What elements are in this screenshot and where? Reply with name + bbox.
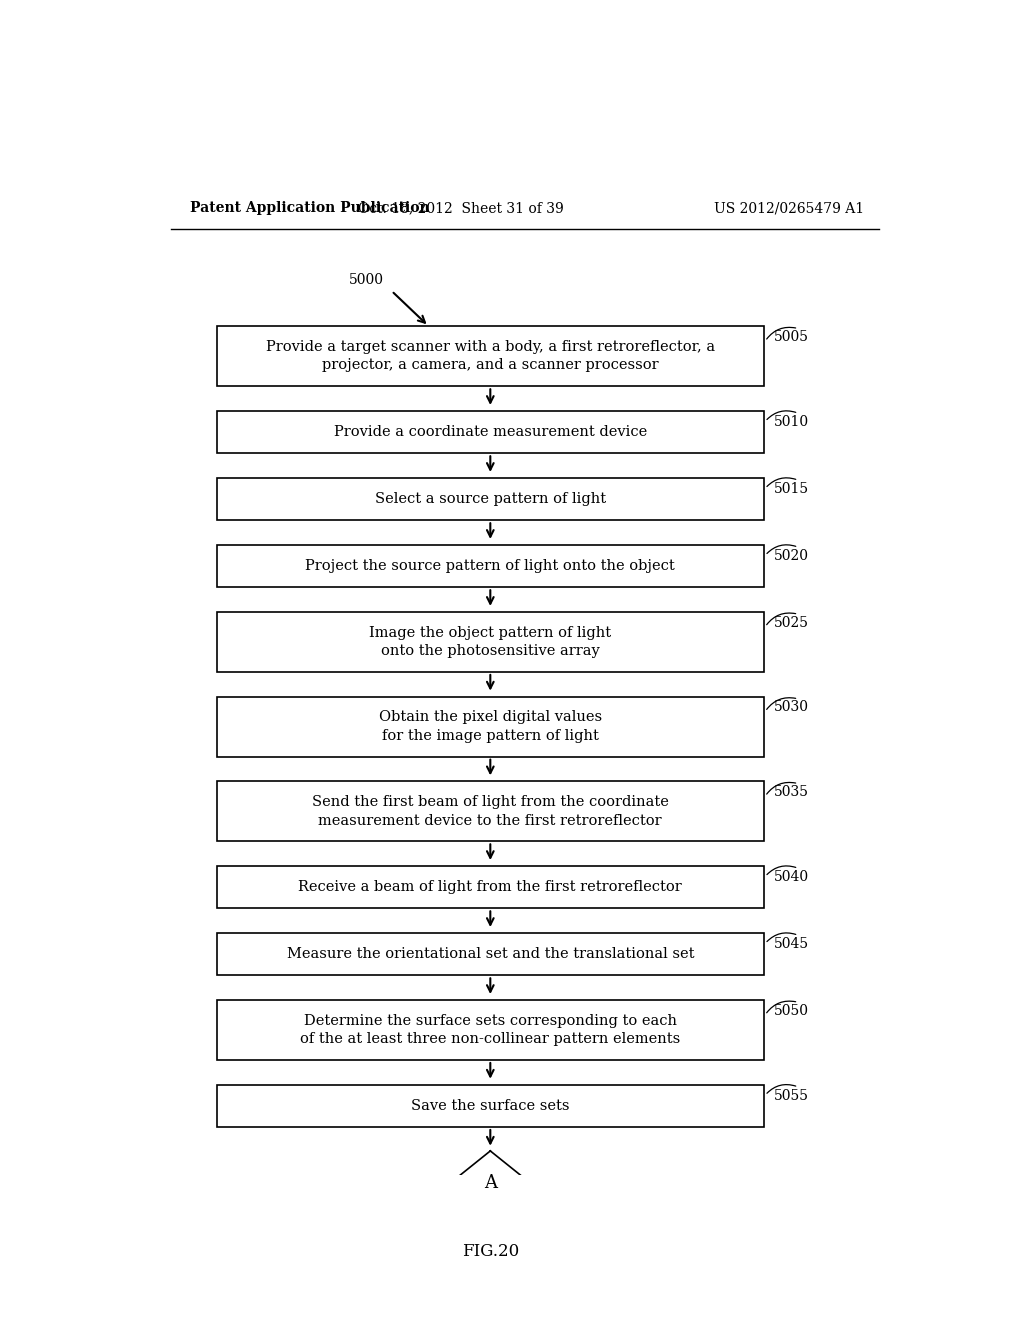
Text: 5015: 5015 — [774, 482, 810, 496]
Text: 5000: 5000 — [349, 273, 384, 286]
Text: 5010: 5010 — [774, 414, 810, 429]
Text: Provide a coordinate measurement device: Provide a coordinate measurement device — [334, 425, 647, 440]
Text: 5030: 5030 — [774, 701, 809, 714]
Bar — [217, 1085, 764, 1127]
Text: Obtain the pixel digital values
for the image pattern of light: Obtain the pixel digital values for the … — [379, 710, 602, 743]
Text: A: A — [483, 1175, 497, 1192]
Bar — [217, 545, 764, 587]
Text: Measure the orientational set and the translational set: Measure the orientational set and the tr… — [287, 948, 694, 961]
Text: Oct. 18, 2012  Sheet 31 of 39: Oct. 18, 2012 Sheet 31 of 39 — [358, 202, 564, 215]
Text: Send the first beam of light from the coordinate
measurement device to the first: Send the first beam of light from the co… — [312, 795, 669, 828]
Text: Image the object pattern of light
onto the photosensitive array: Image the object pattern of light onto t… — [370, 626, 611, 659]
Bar — [217, 781, 764, 841]
Text: 5045: 5045 — [774, 937, 810, 950]
Polygon shape — [450, 1151, 530, 1216]
Text: Provide a target scanner with a body, a first retroreflector, a
projector, a cam: Provide a target scanner with a body, a … — [266, 341, 715, 372]
Text: 5035: 5035 — [774, 785, 809, 799]
Bar — [217, 612, 764, 672]
Bar — [217, 866, 764, 908]
Bar — [217, 411, 764, 453]
Bar — [217, 478, 764, 520]
Text: Determine the surface sets corresponding to each
of the at least three non-colli: Determine the surface sets corresponding… — [300, 1014, 680, 1047]
Text: Project the source pattern of light onto the object: Project the source pattern of light onto… — [305, 560, 675, 573]
Text: FIG.20: FIG.20 — [462, 1242, 519, 1259]
Text: US 2012/0265479 A1: US 2012/0265479 A1 — [714, 202, 864, 215]
Text: Patent Application Publication: Patent Application Publication — [190, 202, 430, 215]
Text: Select a source pattern of light: Select a source pattern of light — [375, 492, 606, 506]
Text: 5050: 5050 — [774, 1003, 809, 1018]
Text: Save the surface sets: Save the surface sets — [411, 1098, 569, 1113]
Text: 5055: 5055 — [774, 1089, 809, 1102]
Bar — [217, 326, 764, 387]
Bar — [217, 933, 764, 975]
Bar — [217, 697, 764, 756]
Bar — [217, 1001, 764, 1060]
Text: 5005: 5005 — [774, 330, 809, 345]
Text: 5020: 5020 — [774, 549, 809, 562]
Text: 5025: 5025 — [774, 615, 809, 630]
Text: 5040: 5040 — [774, 870, 810, 884]
Text: Receive a beam of light from the first retroreflector: Receive a beam of light from the first r… — [298, 880, 682, 894]
